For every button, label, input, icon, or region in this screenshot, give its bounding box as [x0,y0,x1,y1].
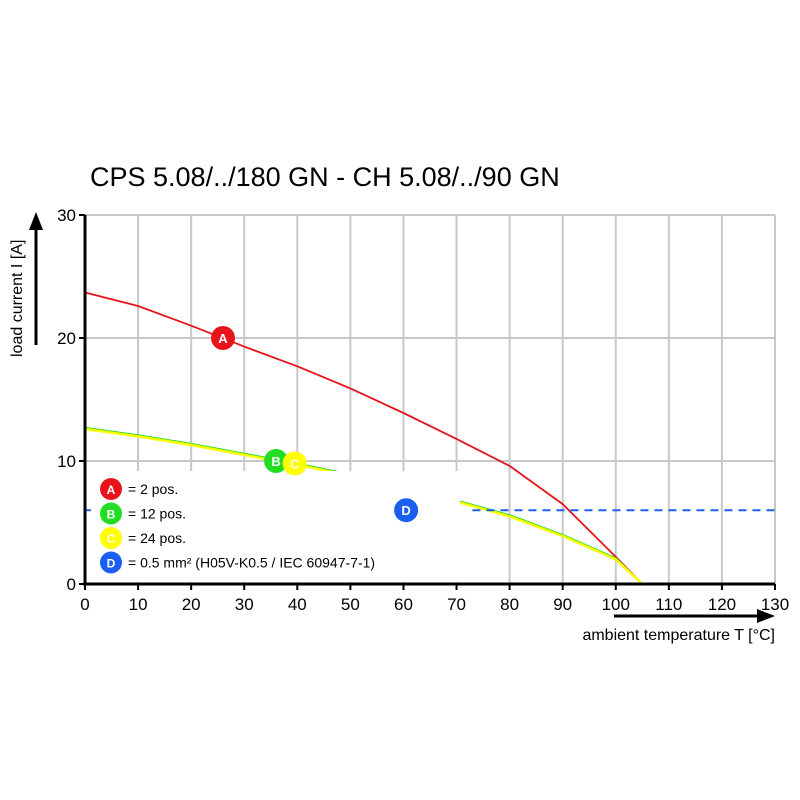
x-tick-label: 10 [129,595,148,614]
y-tick-label: 10 [57,452,76,471]
x-tick-label: 90 [553,595,572,614]
marker-A [211,326,235,350]
marker-label-A: A [218,331,228,346]
legend: A = 2 pos. B = 12 pos. C = 24 pos. D = 0.5 mm² … [100,478,375,574]
legend-marker-label-B: B [107,508,116,522]
x-tick-label: 130 [761,595,789,614]
x-tick-label: 70 [447,595,466,614]
chart-title: CPS 5.08/../180 GN - CH 5.08/../90 GN [90,162,560,192]
grid [85,214,776,584]
y-tick-label: 30 [57,206,76,225]
legend-marker-B [100,502,122,525]
legend-marker-label-A: A [107,483,116,497]
x-tick-label: 80 [500,595,519,614]
axes: 0 10 20 30 40 50 60 70 80 90 100 110 120 130 0 10 20 30 [29,206,789,623]
marker-B [264,449,289,473]
legend-marker-label-D: D [107,557,116,571]
marker-label-C: C [290,456,300,471]
legend-label-D: = 0.5 mm² (H05V-K0.5 / IEC 60947-7-1) [128,555,375,571]
markers: A B C D [211,326,419,523]
x-axis-arrowhead [757,609,775,623]
legend-label-C: = 24 pos. [128,530,186,546]
marker-label-B: B [271,454,280,469]
x-tick-label: 40 [288,595,307,614]
x-tick-label: 30 [235,595,254,614]
legend-background [87,471,460,582]
x-tick-label: 100 [602,595,630,614]
y-tick-label: 20 [57,329,76,348]
legend-marker-D [100,551,122,574]
legend-marker-label-C: C [107,532,116,546]
y-axis-label: load current I [A] [9,240,26,357]
legend-label-A: = 2 pos. [128,481,178,497]
marker-D [394,498,419,523]
x-tick-label: 120 [708,595,736,614]
marker-label-D: D [401,503,410,518]
y-tick-label: 0 [67,575,76,594]
x-tick-label: 60 [394,595,413,614]
y-axis-arrowhead [29,212,43,230]
x-tick-label: 20 [182,595,201,614]
legend-label-B: = 12 pos. [128,506,186,522]
x-tick-label: 110 [655,595,682,614]
legend-marker-C [100,527,122,549]
marker-C [282,451,307,476]
legend-marker-A [100,478,122,500]
x-tick-label: 0 [80,595,89,614]
series-line-A [84,291,643,585]
x-tick-label: 50 [341,595,360,614]
x-axis-label: ambient temperature T [°C] [582,627,775,644]
